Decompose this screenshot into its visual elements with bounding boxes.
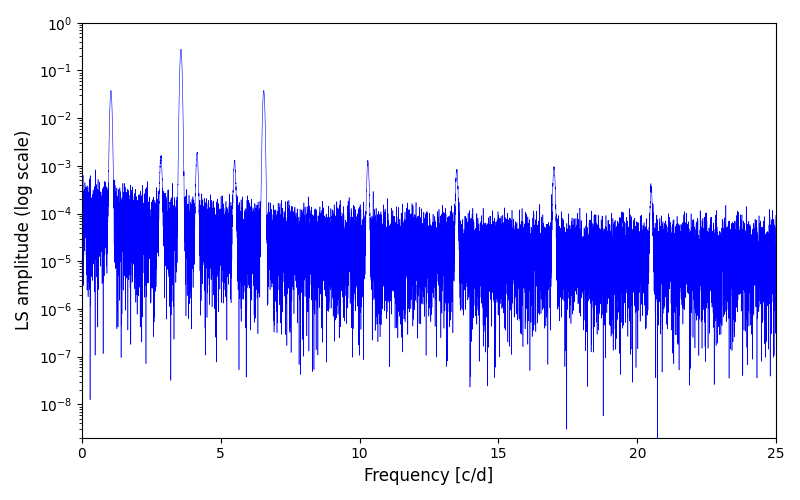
Y-axis label: LS amplitude (log scale): LS amplitude (log scale) bbox=[15, 130, 33, 330]
X-axis label: Frequency [c/d]: Frequency [c/d] bbox=[364, 467, 494, 485]
